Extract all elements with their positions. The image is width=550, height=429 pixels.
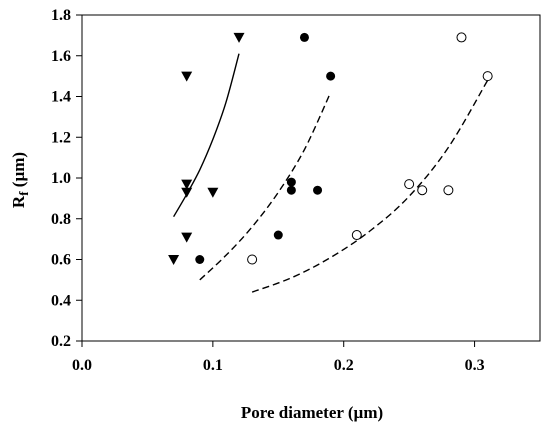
data-point-open-circle	[247, 254, 258, 265]
data-point-triangle	[181, 232, 193, 243]
data-point-open-circle	[456, 32, 467, 43]
y-tick-label: 0.4	[51, 292, 71, 309]
data-point-open-circle	[351, 230, 362, 241]
x-axis-title: Pore diameter (µm)	[241, 403, 383, 422]
data-point-triangle	[207, 187, 219, 198]
x-tick-label: 0.3	[465, 357, 485, 374]
data-point-triangle	[168, 255, 180, 265]
fit-line	[172, 53, 240, 218]
data-point-filled-circle	[299, 32, 309, 42]
y-tick-label: 0.2	[51, 333, 71, 350]
y-axis-title-subscript: f	[16, 191, 31, 196]
data-point-filled-circle	[286, 177, 296, 187]
axes	[76, 14, 541, 347]
y-tick-label: 1.2	[51, 129, 71, 146]
y-tick-label: 1.6	[51, 48, 71, 65]
data-point-filled-circle	[273, 230, 283, 240]
data-point-triangle	[181, 71, 193, 82]
y-tick-label: 1.8	[51, 7, 71, 24]
y-axis-title-unit: (µm)	[9, 152, 28, 192]
x-tick-label: 0.2	[334, 357, 354, 374]
fit-line	[251, 79, 489, 293]
data-point-triangle	[181, 187, 193, 198]
y-tick-label: 1.4	[51, 89, 71, 106]
x-tick-label: 0.1	[203, 357, 223, 374]
fit-lines	[172, 53, 489, 293]
y-tick-label: 1.0	[51, 170, 71, 187]
data-point-filled-circle	[313, 185, 323, 195]
data-point-filled-circle	[286, 185, 296, 195]
data-point-filled-circle	[326, 71, 336, 81]
data-point-open-circle	[482, 71, 493, 82]
y-tick-label: 0.8	[51, 211, 71, 228]
x-tick-label: 0.0	[72, 357, 92, 374]
plot-frame	[81, 14, 541, 342]
data-point-triangle	[181, 179, 193, 190]
data-point-open-circle	[404, 179, 415, 190]
y-axis-title: Rf (µm)	[9, 152, 31, 208]
data-point-filled-circle	[195, 255, 205, 264]
data-point-open-circle	[417, 185, 428, 196]
y-axis-title-base: R	[9, 195, 28, 208]
data-point-open-circle	[443, 185, 454, 196]
data-point-triangle	[233, 32, 245, 43]
y-tick-label: 0.6	[51, 252, 71, 269]
data-points	[168, 32, 493, 265]
tick-labels: 0.0 0.1 0.2 0.3 0.2 0.4 0.6 0.8 1.0 1.2 1.4 1.6 1.8	[51, 7, 485, 374]
